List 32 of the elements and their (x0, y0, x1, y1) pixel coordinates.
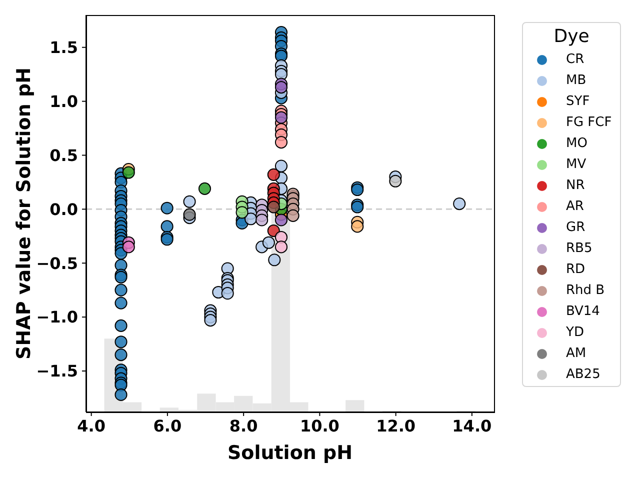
legend-label: MV (566, 157, 586, 172)
legend-label: AB25 (566, 367, 600, 382)
x-tick-label: 4.0 (77, 416, 106, 436)
x-tick-label: 6.0 (153, 416, 182, 436)
x-tick-label: 8.0 (229, 416, 258, 436)
legend-label: MO (566, 136, 588, 151)
x-tick-label: 14.0 (452, 416, 492, 436)
legend-label: MB (566, 73, 586, 88)
legend-label: BV14 (566, 304, 600, 319)
legend-label: RB5 (566, 241, 592, 256)
legend-label: RD (566, 262, 586, 277)
x-tick-label: 12.0 (376, 416, 416, 436)
legend-label: FG FCF (566, 115, 612, 130)
legend-label: CR (566, 52, 584, 67)
legend-label: GR (566, 220, 586, 235)
legend-label: Rhd B (566, 283, 605, 298)
x-tick-label: 10.0 (300, 416, 340, 436)
legend-label: AR (566, 199, 584, 214)
legend-label: SYF (566, 94, 590, 109)
y-tick-label: 0.0 (50, 200, 78, 219)
y-axis-title: SHAP value for Solution pH (13, 68, 35, 360)
legend-label: AM (566, 346, 586, 361)
legend-label: NR (566, 178, 585, 193)
y-tick-label: 1.0 (50, 92, 78, 111)
y-tick-label: −0.5 (36, 254, 78, 273)
x-axis-title: Solution pH (227, 442, 353, 464)
y-tick-label: −1.5 (36, 362, 78, 381)
legend-label: YD (566, 325, 584, 340)
y-tick-label: −1.0 (36, 308, 78, 327)
y-tick-label: 0.5 (50, 146, 78, 165)
legend-title: Dye (552, 25, 590, 49)
y-tick-label: 1.5 (50, 38, 78, 58)
